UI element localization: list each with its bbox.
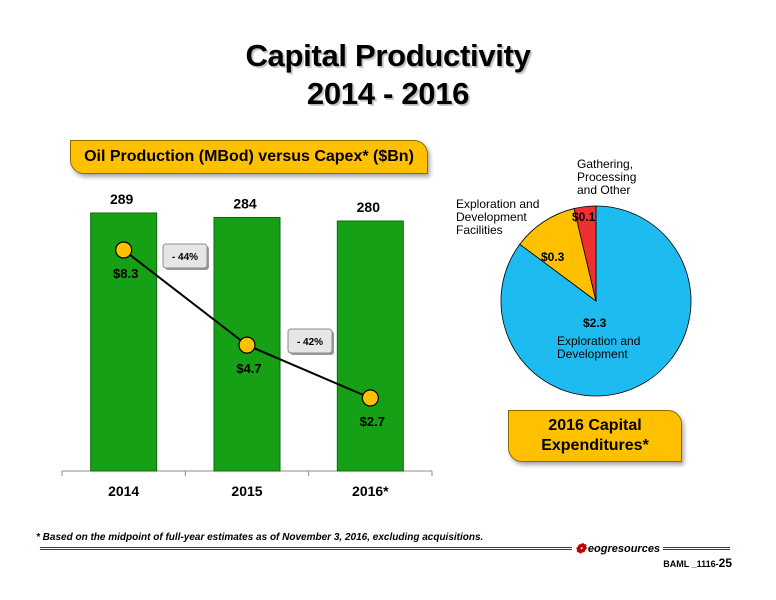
capex-marker-2016*	[361, 389, 379, 407]
change-callout-label: - 42%	[297, 337, 323, 348]
pie-chart-title-badge: 2016 Capital Expenditures*	[508, 410, 682, 462]
x-tick-label: 2015	[231, 483, 262, 499]
bar-data-label: 289	[110, 191, 134, 207]
page-id: BAML _1116-25	[663, 556, 732, 570]
footnote: * Based on the midpoint of full-year est…	[36, 532, 484, 543]
page-number: 25	[718, 556, 732, 570]
page-title: Capital Productivity	[245, 38, 531, 73]
bar-2016*	[336, 220, 404, 472]
capex-marker-2014	[115, 241, 133, 259]
flame-icon: ❁	[575, 541, 586, 556]
page-subtitle: 2014 - 2016	[306, 76, 470, 111]
bar-data-label: 280	[357, 199, 381, 215]
pie-value-gathering: $0.1	[572, 210, 596, 224]
pie-value-main: $2.3	[583, 316, 607, 330]
capex-data-label: $2.7	[360, 414, 385, 429]
pie-value-facilities: $0.3	[541, 250, 565, 264]
change-callout-box	[287, 328, 333, 354]
x-tick-label: 2014	[108, 483, 139, 499]
capex-data-label: $4.7	[236, 361, 261, 376]
change-callout-label: - 44%	[172, 252, 198, 263]
pie-label-gathering: Gathering, Processing and Other	[577, 157, 637, 197]
company-logo: ❁ eogresources	[572, 541, 664, 557]
pie-label-facilities: Exploration and Development Facilities	[456, 197, 540, 237]
capex-data-label: $8.3	[113, 266, 138, 281]
capex-marker-2015	[238, 336, 256, 354]
x-tick-label: 2016*	[352, 483, 389, 499]
bar-data-label: 284	[233, 195, 257, 211]
pie-slice-gathering	[573, 205, 597, 302]
pie-slice-facilities	[519, 208, 597, 302]
pie-label-main: Exploration and Development	[557, 334, 641, 361]
change-callout-box	[162, 243, 208, 269]
bar-chart-title-badge: Oil Production (MBod) versus Capex* ($Bn…	[70, 140, 428, 174]
footer-divider-secondary	[40, 549, 730, 550]
footer-divider	[40, 547, 730, 548]
